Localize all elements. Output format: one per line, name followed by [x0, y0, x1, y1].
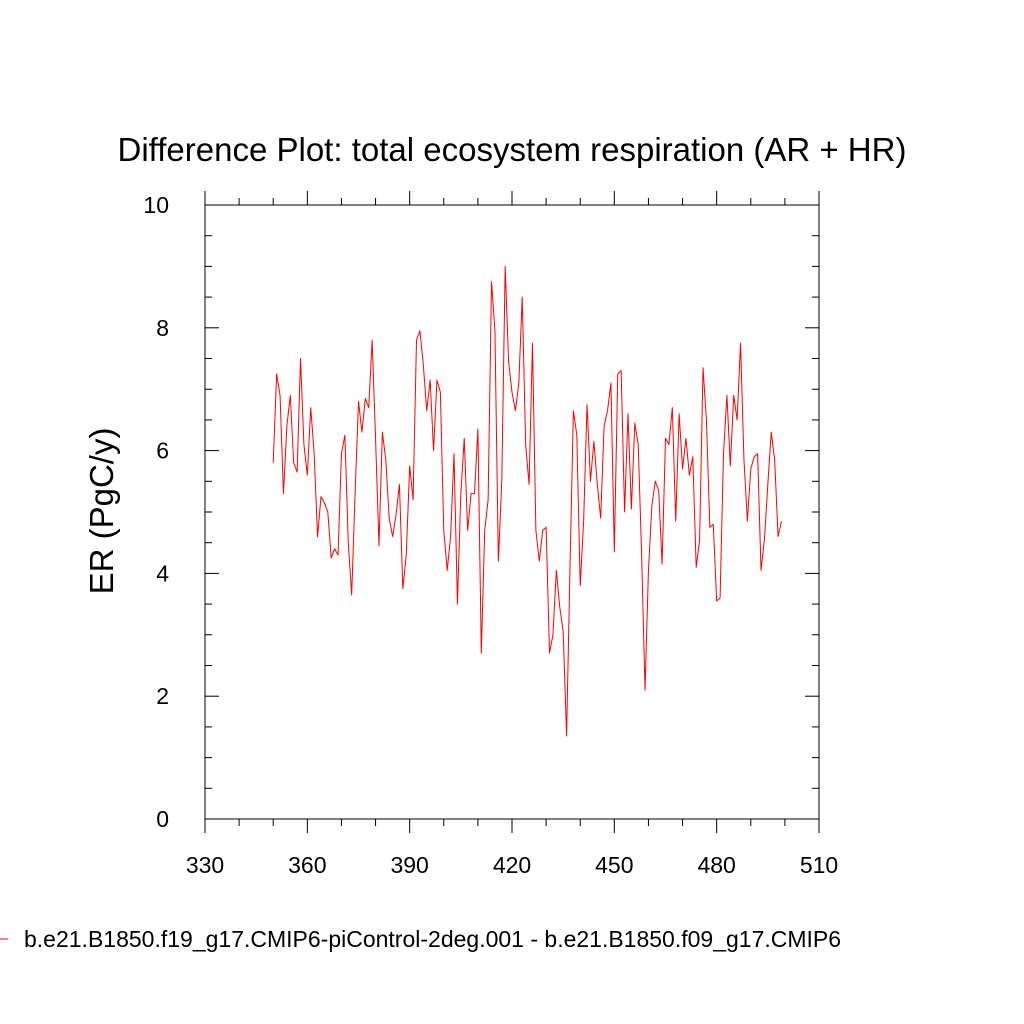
x-tick-label: 480 — [697, 852, 735, 878]
x-tick-label: 420 — [493, 852, 531, 878]
x-tick-label: 390 — [390, 852, 428, 878]
y-tick-label: 0 — [156, 806, 169, 832]
y-tick-label: 8 — [156, 315, 169, 341]
ticks — [204, 191, 820, 833]
y-axis-label: ER (PgC/y) — [83, 428, 120, 595]
x-tick-label: 450 — [595, 852, 633, 878]
plot-frame — [204, 204, 820, 820]
series-line — [272, 265, 782, 737]
tick-labels: 330 360 390 420 450 480 510 0 2 4 6 8 10 — [143, 192, 838, 878]
x-tick-label: 360 — [288, 852, 326, 878]
chart-title: Difference Plot: total ecosystem respira… — [118, 131, 907, 168]
y-tick-label: 2 — [156, 683, 169, 709]
axes — [204, 204, 820, 820]
y-tick-label: 10 — [143, 192, 169, 218]
x-tick-label: 510 — [800, 852, 838, 878]
y-tick-label: 6 — [156, 438, 169, 464]
legend: b.e21.B1850.f19_g17.CMIP6-piControl-2deg… — [0, 926, 841, 952]
y-tick-label: 4 — [156, 560, 169, 586]
legend-label: b.e21.B1850.f19_g17.CMIP6-piControl-2deg… — [24, 926, 841, 952]
series-group — [272, 265, 782, 737]
x-tick-label: 330 — [186, 852, 224, 878]
